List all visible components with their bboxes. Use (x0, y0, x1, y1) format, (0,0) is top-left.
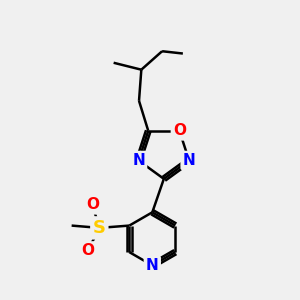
Text: O: O (81, 244, 94, 259)
Text: O: O (173, 123, 186, 138)
Text: N: N (183, 153, 196, 168)
Text: S: S (93, 219, 106, 237)
Text: N: N (132, 153, 145, 168)
Text: O: O (86, 197, 99, 212)
Text: N: N (146, 258, 159, 273)
